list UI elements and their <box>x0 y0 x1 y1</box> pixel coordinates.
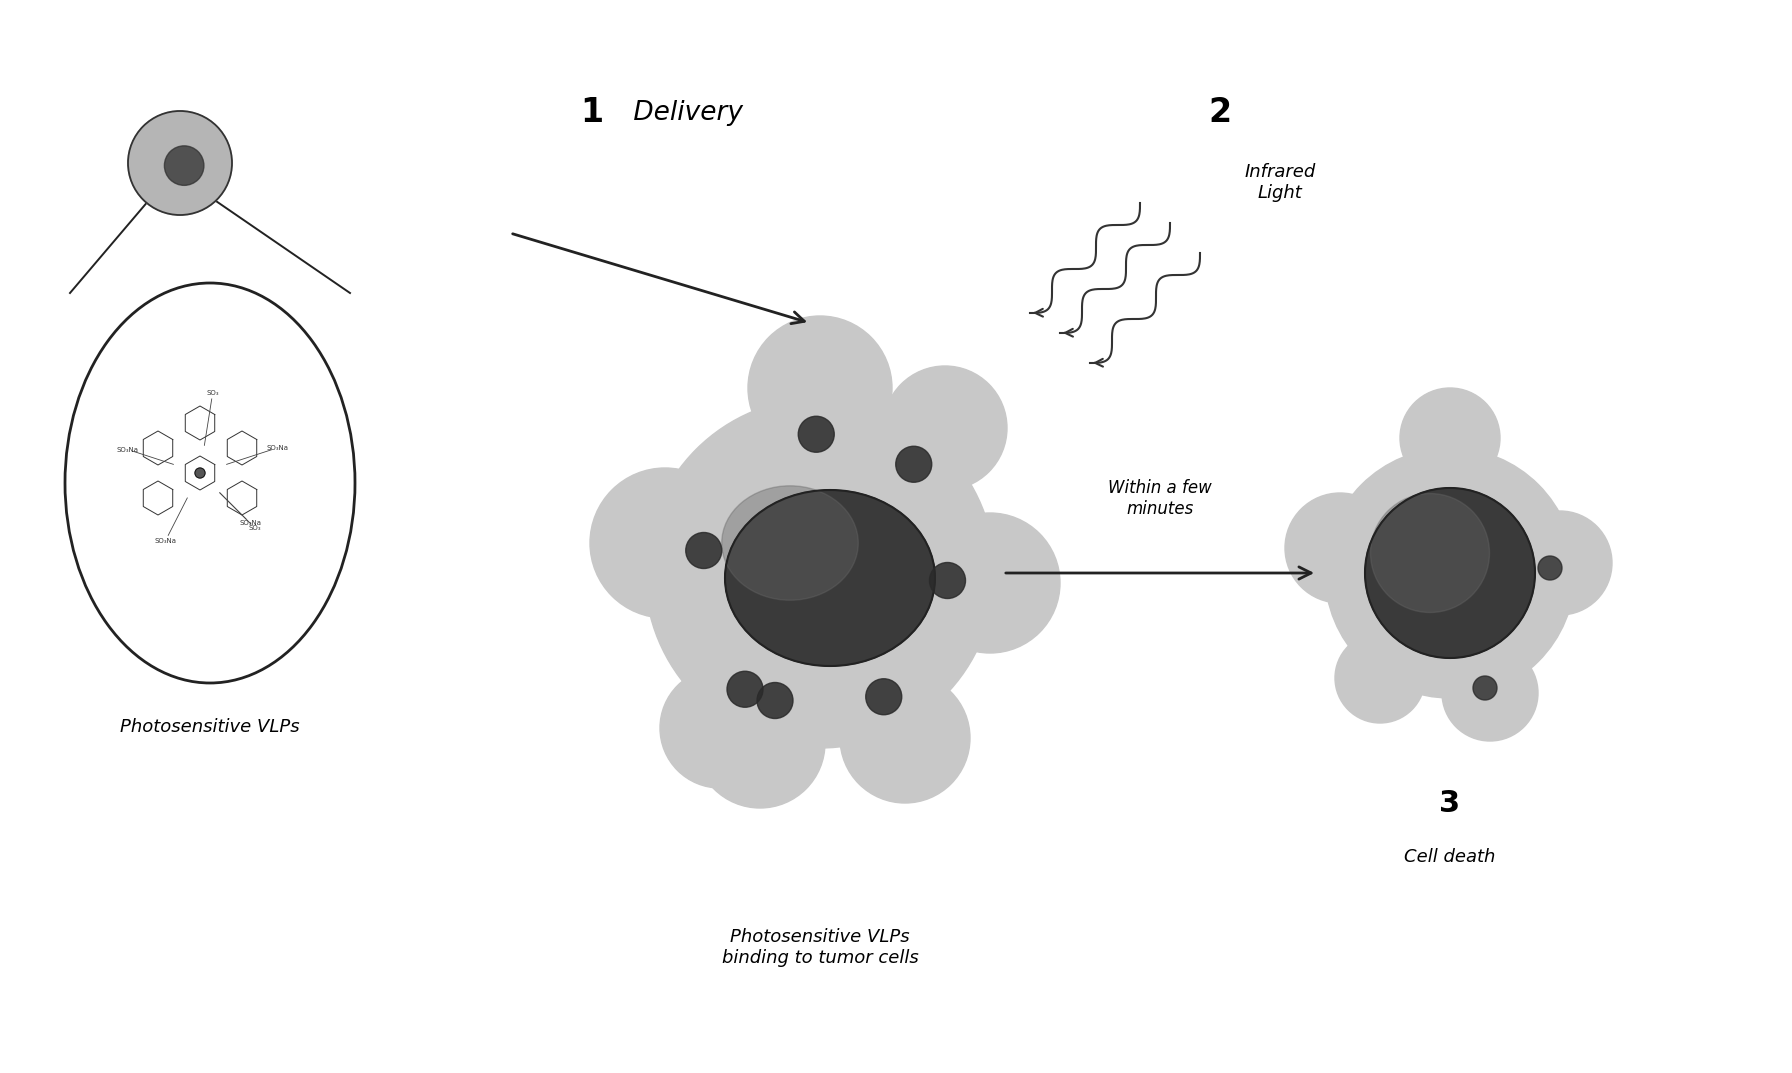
Circle shape <box>1538 556 1563 580</box>
Circle shape <box>797 416 835 452</box>
Circle shape <box>866 679 901 715</box>
Text: Delivery: Delivery <box>625 100 744 126</box>
Circle shape <box>1443 645 1538 741</box>
Circle shape <box>195 468 204 477</box>
Ellipse shape <box>722 486 858 600</box>
Circle shape <box>645 398 995 748</box>
Text: SO₃Na: SO₃Na <box>265 445 289 451</box>
Circle shape <box>883 366 1007 490</box>
Text: SO₃Na: SO₃Na <box>238 520 262 526</box>
Ellipse shape <box>65 283 355 684</box>
Circle shape <box>1285 493 1394 603</box>
Text: Within a few
minutes: Within a few minutes <box>1107 480 1211 518</box>
Circle shape <box>165 146 204 186</box>
Circle shape <box>930 562 966 599</box>
Text: Infrared
Light: Infrared Light <box>1244 163 1315 202</box>
Text: 2: 2 <box>1208 97 1231 130</box>
Circle shape <box>659 668 780 788</box>
Circle shape <box>1324 449 1575 699</box>
Text: 3: 3 <box>1439 789 1460 818</box>
Text: Photosensitive VLPs: Photosensitive VLPs <box>120 718 299 736</box>
Text: SO₃Na: SO₃Na <box>154 538 176 544</box>
Text: 1: 1 <box>581 97 604 130</box>
Circle shape <box>747 317 892 460</box>
Circle shape <box>1366 488 1536 658</box>
Text: SO₃Na: SO₃Na <box>116 446 138 453</box>
Circle shape <box>756 682 794 719</box>
Circle shape <box>686 532 722 569</box>
Circle shape <box>127 111 231 215</box>
Ellipse shape <box>726 490 935 666</box>
Circle shape <box>840 673 969 803</box>
Circle shape <box>1509 511 1613 615</box>
Circle shape <box>695 678 824 808</box>
Circle shape <box>919 513 1061 653</box>
Circle shape <box>590 468 740 618</box>
Text: Photosensitive VLPs
binding to tumor cells: Photosensitive VLPs binding to tumor cel… <box>722 928 918 967</box>
Circle shape <box>1400 388 1500 488</box>
Text: Cell death: Cell death <box>1405 848 1496 866</box>
Circle shape <box>1335 633 1425 723</box>
Text: SO₃: SO₃ <box>249 525 262 531</box>
Circle shape <box>1371 494 1489 613</box>
Circle shape <box>1473 676 1496 700</box>
Circle shape <box>728 672 763 707</box>
Circle shape <box>896 446 932 482</box>
Text: SO₃: SO₃ <box>206 389 219 396</box>
